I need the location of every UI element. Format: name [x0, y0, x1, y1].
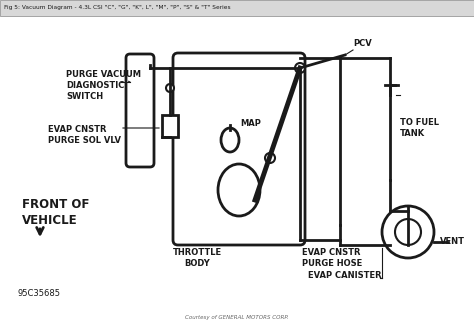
Bar: [0, 0, 474, 16]
FancyBboxPatch shape: [173, 53, 305, 245]
Ellipse shape: [221, 128, 239, 152]
Text: EVAP CANISTER: EVAP CANISTER: [308, 271, 382, 279]
FancyBboxPatch shape: [126, 54, 154, 167]
Ellipse shape: [218, 164, 260, 216]
Text: Fig 5: Vacuum Diagram - 4.3L CSI "C", "G", "K", L", "M", "P", "S" & "T" Series: Fig 5: Vacuum Diagram - 4.3L CSI "C", "G…: [4, 6, 231, 10]
Text: FRONT OF
VEHICLE: FRONT OF VEHICLE: [22, 198, 90, 227]
Text: MAP: MAP: [240, 118, 261, 128]
Text: THROTTLE
BODY: THROTTLE BODY: [173, 248, 221, 268]
Text: EVAP CNSTR
PURGE SOL VLV: EVAP CNSTR PURGE SOL VLV: [48, 125, 121, 145]
Text: PCV: PCV: [353, 39, 372, 49]
Bar: [162, 115, 178, 137]
Circle shape: [395, 219, 421, 245]
Circle shape: [265, 153, 275, 163]
Text: EVAP CNSTR
PURGE HOSE: EVAP CNSTR PURGE HOSE: [302, 248, 362, 268]
Circle shape: [382, 206, 434, 258]
Text: Courtesy of GENERAL MOTORS CORP.: Courtesy of GENERAL MOTORS CORP.: [185, 316, 289, 320]
Text: PURGE VACUUM
DIAGNOSTIC
SWITCH: PURGE VACUUM DIAGNOSTIC SWITCH: [66, 70, 141, 101]
Text: VENT: VENT: [440, 237, 465, 247]
Circle shape: [295, 63, 305, 73]
Circle shape: [166, 84, 174, 92]
Text: TO FUEL
TANK: TO FUEL TANK: [400, 118, 439, 138]
Text: 95C35685: 95C35685: [18, 289, 61, 297]
